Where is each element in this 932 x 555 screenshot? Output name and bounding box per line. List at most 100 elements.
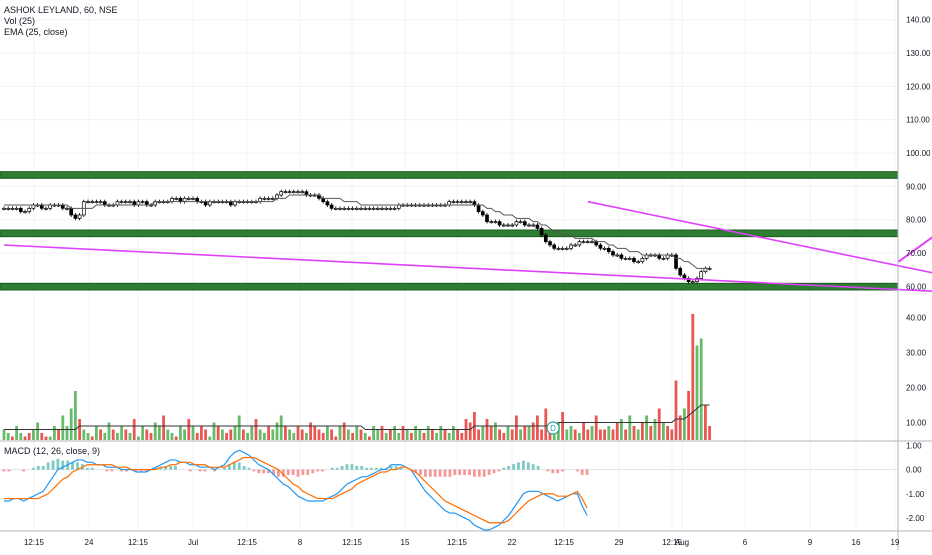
candle-body <box>283 191 288 194</box>
candle-body <box>623 257 628 260</box>
macd-histogram-bar <box>291 469 295 475</box>
macd-histogram-bar <box>384 467 388 470</box>
time-tick-label: 29 <box>615 538 624 547</box>
macd-legend[interactable]: MACD (12, 26, close, 9) <box>4 446 101 456</box>
macd-histogram-bar <box>174 465 177 470</box>
macd-histogram-bar <box>468 469 471 475</box>
candle-body <box>699 271 704 279</box>
candle-body <box>186 197 191 200</box>
macd-histogram-bar <box>105 469 109 472</box>
candle-body <box>128 201 132 204</box>
volume-bar <box>36 422 39 440</box>
macd-histogram-bar <box>512 464 515 470</box>
macd-histogram-bar <box>306 469 310 475</box>
macd-histogram-bar <box>428 469 432 477</box>
volume-bar <box>372 426 375 440</box>
macd-histogram-bar <box>492 469 496 474</box>
macd-histogram-bar <box>433 469 437 477</box>
candle-body <box>296 191 300 194</box>
candle-body <box>140 201 145 204</box>
macd-histogram-bar <box>360 465 364 470</box>
volume-bar <box>485 419 489 440</box>
macd-histogram-bar <box>477 469 481 477</box>
macd-histogram-bar <box>247 467 251 470</box>
candle-body <box>300 191 305 194</box>
volume-bar <box>2 429 6 440</box>
candle-body <box>501 224 506 227</box>
volume-bar <box>699 338 703 440</box>
candle-body <box>619 254 624 259</box>
price-tick-label: 80.00 <box>906 216 927 225</box>
macd-histogram-bar <box>41 465 45 470</box>
candle-body <box>14 207 19 210</box>
zone-0 <box>0 171 899 179</box>
symbol-legend[interactable]: ASHOK LEYLAND, 60, NSE <box>4 5 118 15</box>
macd-histogram-bar <box>144 469 148 472</box>
candle-body <box>632 257 636 263</box>
time-tick-label: 9 <box>808 538 813 547</box>
price-tick-label: 120.00 <box>906 82 931 91</box>
volume-bar <box>510 429 514 440</box>
volume-bar <box>447 433 451 440</box>
candle-body <box>674 254 678 269</box>
volume-bar <box>590 426 594 440</box>
volume-bar <box>649 426 653 440</box>
macd-histogram-bar <box>350 464 354 470</box>
volume-bar <box>452 426 455 440</box>
macd-histogram-bar <box>296 469 300 477</box>
volume-bar <box>443 429 447 440</box>
macd-histogram-bar <box>585 469 589 475</box>
volume-bar <box>212 422 216 440</box>
macd-histogram-bar <box>125 469 128 472</box>
volume-bar <box>23 436 27 440</box>
macd-histogram-bar <box>330 467 334 470</box>
volume-bar <box>502 433 506 440</box>
price-tick-label: 90.00 <box>906 182 927 191</box>
volume-bar <box>204 429 207 440</box>
candle-body <box>123 201 128 204</box>
candle-body <box>174 197 179 200</box>
macd-histogram-bar <box>448 469 452 477</box>
candle-body <box>560 247 565 250</box>
candle-body <box>170 197 174 203</box>
projection-arrow-shaft <box>898 236 932 263</box>
time-tick-label: 15 <box>401 538 410 547</box>
volume-bar <box>624 429 627 440</box>
volume-tick-label: 20.00 <box>906 384 927 393</box>
volume-bar <box>494 422 497 440</box>
volume-bar <box>166 429 170 440</box>
macd-histogram-bar <box>120 469 123 472</box>
macd-histogram-bar <box>355 465 359 470</box>
volume-bar <box>666 426 669 440</box>
candle-body <box>98 201 103 204</box>
volume-bar <box>179 426 182 440</box>
volume-legend[interactable]: Vol (25) <box>4 16 36 26</box>
volume-bar <box>162 415 165 440</box>
volume-tick-label: 10.00 <box>906 419 927 428</box>
volume-bar <box>481 426 485 440</box>
volume-bar <box>317 429 321 440</box>
macd-pane <box>0 449 898 531</box>
candle-body <box>661 257 666 260</box>
macd-histogram-bar <box>281 469 285 477</box>
zone-2 <box>0 282 899 291</box>
macd-histogram-bar <box>257 469 261 474</box>
volume-bar <box>674 380 678 440</box>
macd-histogram-bar <box>458 469 462 475</box>
candle-body <box>535 224 540 229</box>
candle-body <box>581 241 586 244</box>
event-badge[interactable]: D <box>546 421 560 435</box>
volume-tick-label: 30.00 <box>906 349 927 358</box>
volume-bar <box>527 426 531 440</box>
macd-histogram-bar <box>379 467 383 470</box>
volume-bar <box>422 433 426 440</box>
ema-legend[interactable]: EMA (25, close) <box>4 27 68 37</box>
macd-histogram-bar <box>443 469 447 477</box>
candle-body <box>569 244 573 249</box>
candle-body <box>191 197 195 200</box>
volume-bar <box>683 408 686 440</box>
volume-bar <box>321 433 325 440</box>
